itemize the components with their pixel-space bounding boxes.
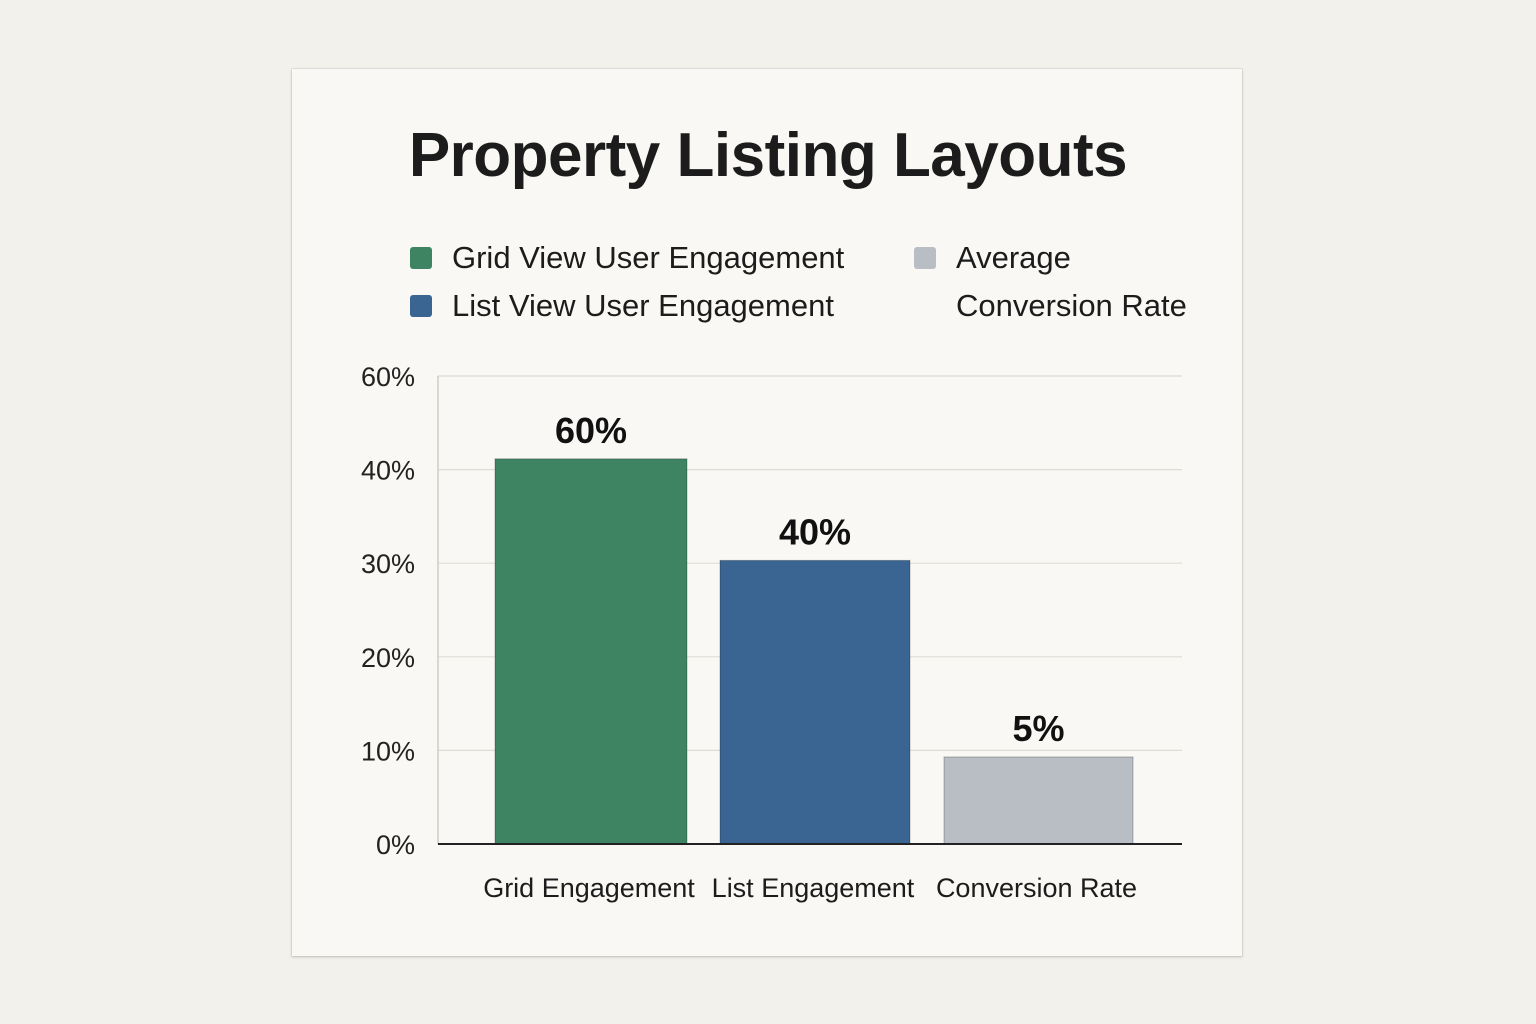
legend-swatch-list [410,295,432,317]
y-tick-label: 40% [361,456,415,486]
legend-label-grid: Grid View User Engagement [452,240,845,275]
bar-value-label: 5% [1012,708,1064,749]
y-tick-label: 30% [361,549,415,579]
legend-item-grid: Grid View User Engagement [410,240,844,282]
legend-label-conversion: Average Conversion Rate [956,240,1187,323]
y-tick-label: 10% [361,736,415,766]
y-tick-label: 20% [361,643,415,673]
legend-item-list: List View User Engagement [410,288,834,330]
bar-list-engagement [719,559,911,845]
x-category-label: List Engagement [712,873,915,903]
y-tick-label: 60% [361,362,415,392]
y-tick-label: 0% [376,830,415,860]
legend-label-list: List View User Engagement [452,288,834,323]
bar-conversion-rate [943,756,1134,845]
x-category-label: Conversion Rate [936,873,1137,903]
bar-value-label: 40% [779,511,851,552]
chart-title: Property Listing Layouts [408,121,1128,190]
legend-item-conversion: Average Conversion Rate [914,240,1187,330]
bar-grid-engagement [494,458,688,845]
legend-swatch-grid [410,247,432,269]
legend-swatch-conversion [914,247,936,269]
bar-value-label: 60% [555,410,627,451]
x-category-label: Grid Engagement [483,873,695,903]
